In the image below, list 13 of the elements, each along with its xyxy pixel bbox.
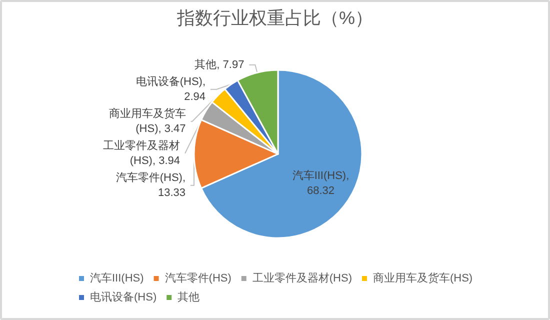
legend-label: 汽车III(HS) [90,272,144,284]
legend-label: 汽车零件(HS) [164,272,232,284]
data-label: 汽车III(HS), 68.32 [292,169,350,198]
data-label: 电讯设备(HS), 2.94 [136,74,206,103]
legend-label: 其他 [178,290,200,304]
data-label: 汽车零件(HS), 13.33 [116,170,186,199]
chart-title: 指数行业权重占比（%） [176,8,374,28]
data-label: 商业用车及货车 (HS), 3.47 [108,106,186,135]
data-label: 工业零件及器材 (HS), 3.94 [103,138,180,167]
data-label: 其他, 7.97 [194,58,244,71]
legend-label: 商业用车及货车(HS) [372,272,473,284]
legend-label: 工业零件及器材(HS) [252,272,352,284]
legend-label: 电讯设备(HS) [90,290,157,304]
